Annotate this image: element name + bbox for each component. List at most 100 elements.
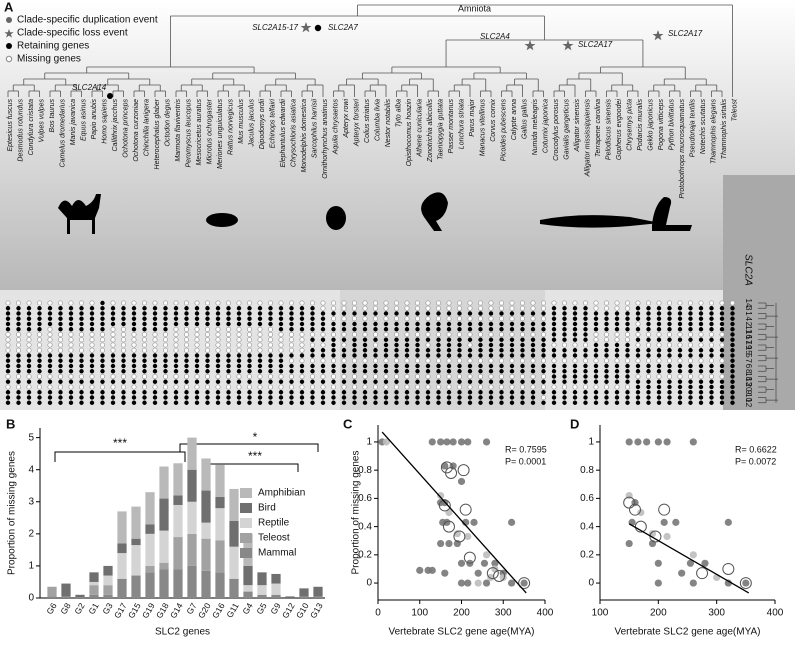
retained-gene [593, 400, 599, 405]
species-label: Thamnophis elegans [710, 99, 717, 164]
species-label: Chrysemys picta [626, 99, 633, 151]
bar-segment [229, 578, 239, 598]
retained-gene [520, 379, 525, 384]
retained-gene [436, 337, 441, 342]
retained-gene [362, 327, 368, 332]
retained-gene [37, 379, 42, 384]
bar-segment [159, 569, 169, 598]
y-axis-title: Proportion of missing genes [351, 451, 362, 575]
scatter-point [464, 579, 472, 587]
retained-gene [236, 379, 242, 384]
missing-gene [162, 331, 169, 338]
bar-segment [89, 572, 99, 582]
missing-gene [204, 373, 211, 380]
retained-gene [719, 306, 725, 311]
retained-gene [604, 395, 609, 400]
species-label: Pelodiscus sinensis [605, 99, 612, 161]
x-tick-label: G16 [210, 601, 227, 620]
missing-gene [456, 300, 463, 306]
retained-gene [530, 348, 536, 353]
retained-gene [478, 327, 483, 332]
missing-gene [414, 305, 421, 311]
retained-gene [205, 379, 210, 384]
retained-gene [635, 363, 641, 369]
retained-gene [383, 390, 389, 395]
bar-segment [187, 469, 197, 502]
missing-gene [488, 384, 494, 390]
retained-gene [236, 400, 242, 405]
retained-gene [121, 358, 126, 363]
retained-gene [562, 327, 567, 332]
missing-gene [141, 347, 148, 353]
retained-gene [530, 337, 536, 342]
missing-gene [194, 331, 200, 338]
x-tick-label: G13 [308, 601, 325, 620]
missing-gene [414, 384, 421, 390]
event-label: SLC2A17 [578, 40, 613, 49]
missing-gene [540, 373, 547, 380]
retained-gene [5, 379, 11, 384]
y-tick-label: 0.6 [358, 493, 372, 504]
clade-label: Amniota [458, 3, 491, 13]
retained-gene [16, 395, 21, 400]
bar-segment [313, 586, 323, 597]
retained-gene [194, 321, 200, 327]
missing-gene [383, 358, 389, 364]
bar-segment [271, 583, 281, 595]
missing-gene [383, 300, 389, 306]
missing-gene [393, 358, 400, 364]
retained-gene [625, 327, 630, 332]
retained-gene [583, 332, 588, 337]
retained-gene [530, 353, 536, 358]
retained-gene [583, 379, 588, 384]
missing-gene [509, 373, 515, 380]
missing-gene [36, 347, 43, 353]
missing-gene [89, 384, 95, 390]
retained-gene [26, 306, 32, 311]
retained-gene [362, 363, 368, 369]
bar-segment [159, 530, 169, 563]
missing-gene [36, 337, 43, 343]
retained-gene [352, 400, 357, 405]
missing-gene [708, 342, 715, 348]
retained-gene [16, 311, 21, 316]
bar-segment [173, 569, 183, 598]
retained-gene [215, 379, 221, 384]
retained-gene [488, 390, 494, 395]
retained-gene [205, 400, 210, 405]
missing-gene [341, 373, 347, 380]
retained-gene [320, 390, 326, 395]
loss-event [300, 22, 312, 33]
retained-gene [100, 369, 105, 374]
missing-gene [131, 331, 137, 338]
retained-gene [488, 311, 494, 316]
missing-gene [677, 358, 683, 364]
retained-gene [646, 353, 651, 358]
missing-gene [78, 373, 85, 380]
missing-gene [225, 326, 232, 332]
retained-gene [394, 369, 399, 374]
missing-gene [477, 358, 484, 364]
retained-gene [719, 327, 725, 332]
retained-gene [730, 348, 735, 353]
retained-gene [446, 353, 452, 358]
missing-gene [519, 373, 526, 380]
scatter-point [724, 579, 732, 587]
missing-gene [110, 347, 116, 353]
missing-gene [257, 331, 263, 338]
missing-gene [131, 347, 137, 353]
species-label: Gallus gallus [521, 99, 528, 140]
gene-label: 9 [744, 390, 753, 395]
retained-gene [236, 306, 242, 311]
retained-gene [604, 390, 609, 395]
retained-gene [562, 369, 567, 374]
retained-gene [425, 379, 431, 384]
retained-gene [551, 332, 557, 337]
retained-gene [184, 358, 189, 363]
missing-gene [425, 342, 431, 348]
missing-gene [414, 358, 421, 364]
retained-gene [268, 363, 273, 369]
y-tick-label: 0.6 [580, 493, 594, 504]
retained-gene [362, 369, 368, 374]
missing-gene [194, 337, 200, 343]
